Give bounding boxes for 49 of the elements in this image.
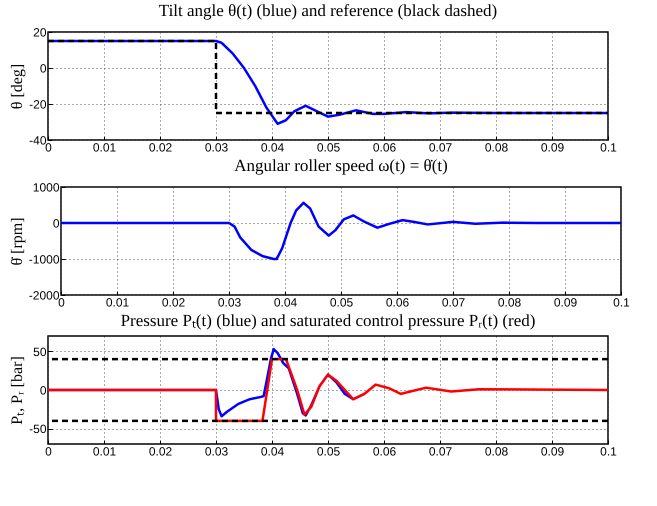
y-axis-title: θ [deg] bbox=[9, 64, 26, 110]
x-tick-label: 0.09 bbox=[540, 140, 564, 154]
x-tick-label: 0.07 bbox=[428, 140, 452, 154]
y-tick-label: -40 bbox=[29, 134, 47, 148]
y-tick-label: -2000 bbox=[28, 288, 60, 302]
x-tick-label: 0.08 bbox=[498, 296, 522, 310]
x-tick-label: 0.08 bbox=[484, 140, 508, 154]
chart-title: Angular roller speed ω(t) = θ̇(t) bbox=[234, 156, 448, 175]
x-tick-label: 0.03 bbox=[204, 444, 228, 458]
x-tick-label: 0.06 bbox=[372, 140, 396, 154]
chart-title: Pressure Pₜ(t) (blue) and saturated control pressure Pᵣ(t) (red) bbox=[120, 311, 536, 330]
line-series bbox=[48, 358, 608, 422]
y-axis-title: Pₜ, Pᵣ [bar] bbox=[9, 356, 26, 425]
y-tick-label: -20 bbox=[29, 98, 47, 112]
x-tick-label: 0.1 bbox=[600, 444, 618, 458]
x-tick-label: 0.01 bbox=[92, 140, 116, 154]
x-tick-label: 0.1 bbox=[600, 140, 618, 154]
x-tick-label: 0.1 bbox=[613, 296, 630, 310]
y-tick-label: -1000 bbox=[28, 252, 60, 266]
y-axis-title: θ̇ [rpm] bbox=[8, 217, 26, 266]
x-tick-label: 0.03 bbox=[204, 140, 228, 154]
x-tick-label: 0.03 bbox=[218, 296, 242, 310]
x-tick-label: 0.08 bbox=[484, 444, 508, 458]
y-tick-label: 20 bbox=[33, 26, 47, 40]
y-tick-label: 1000 bbox=[32, 180, 60, 194]
y-tick-label: 0 bbox=[40, 384, 47, 398]
y-tick-label: -50 bbox=[29, 422, 47, 436]
x-tick-label: 0.06 bbox=[372, 444, 396, 458]
x-tick-label: 0.02 bbox=[148, 140, 172, 154]
x-tick-label: 0.02 bbox=[148, 444, 172, 458]
y-tick-label: 50 bbox=[33, 344, 47, 359]
line-series bbox=[61, 202, 621, 260]
x-tick-label: 0.09 bbox=[554, 296, 578, 310]
y-tick-label: 0 bbox=[52, 216, 60, 230]
x-tick-label: 0.05 bbox=[316, 444, 340, 458]
x-tick-label: 0.06 bbox=[386, 296, 410, 310]
x-tick-label: 0.09 bbox=[540, 444, 564, 458]
chart-title: Tilt angle θ(t) (blue) and reference (black dashed) bbox=[158, 1, 498, 20]
x-tick-label: 0.02 bbox=[162, 296, 186, 310]
x-tick-label: 0.05 bbox=[330, 296, 354, 310]
x-tick-label: 0.05 bbox=[316, 140, 340, 154]
y-tick-label: 0 bbox=[40, 62, 47, 76]
x-tick-label: 0.04 bbox=[274, 296, 298, 310]
x-tick-label: 0.04 bbox=[260, 444, 284, 458]
x-tick-label: 0.01 bbox=[106, 296, 130, 310]
x-tick-label: 0.01 bbox=[92, 444, 116, 458]
x-tick-label: 0.07 bbox=[428, 444, 452, 458]
x-tick-label: 0.07 bbox=[442, 296, 466, 310]
x-tick-label: 0.04 bbox=[260, 140, 284, 154]
